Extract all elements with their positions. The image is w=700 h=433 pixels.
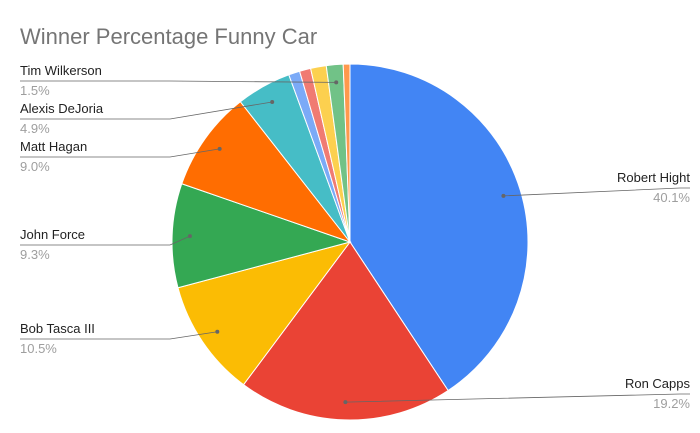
leader-dot [217, 146, 222, 151]
pie-slice-john-force[interactable] [171, 183, 352, 289]
leader-dot [334, 80, 339, 85]
slice-value-label: 9.0% [20, 159, 50, 174]
chart-title: Winner Percentage Funny Car [20, 24, 317, 49]
leader-line [20, 235, 191, 246]
slice-value-label: 19.2% [653, 396, 690, 411]
slice-value-label: 10.5% [20, 341, 57, 356]
pie-slice-matt-hagan[interactable] [181, 101, 352, 244]
leader-line [20, 101, 273, 120]
leader-dot [215, 329, 220, 334]
leader-line [20, 331, 218, 340]
slice-label: John Force [20, 227, 85, 242]
leader-line [20, 148, 220, 158]
slice-value-label: 4.9% [20, 121, 50, 136]
slice-value-label: 9.3% [20, 247, 50, 262]
slice-value-label: 40.1% [653, 190, 690, 205]
leader-line [345, 393, 690, 403]
pie-slice-ron-capps[interactable] [242, 241, 449, 421]
pie-slice-bob-tasca-iii[interactable] [177, 241, 352, 386]
leader-dot [270, 99, 275, 104]
pie-slice-unlabeled-10[interactable] [342, 63, 351, 243]
slice-label: Bob Tasca III [20, 321, 95, 336]
leader-line [503, 187, 690, 197]
slice-label: Alexis DeJoria [20, 101, 104, 116]
leader-dot [343, 400, 348, 405]
slice-label: Ron Capps [625, 376, 691, 391]
slice-label: Matt Hagan [20, 139, 87, 154]
slice-label: Robert Hight [617, 170, 690, 185]
leader-dot [187, 234, 192, 239]
slice-value-label: 1.5% [20, 83, 50, 98]
leader-line [20, 80, 337, 83]
slice-label: Tim Wilkerson [20, 63, 102, 78]
leader-dot [501, 193, 506, 198]
